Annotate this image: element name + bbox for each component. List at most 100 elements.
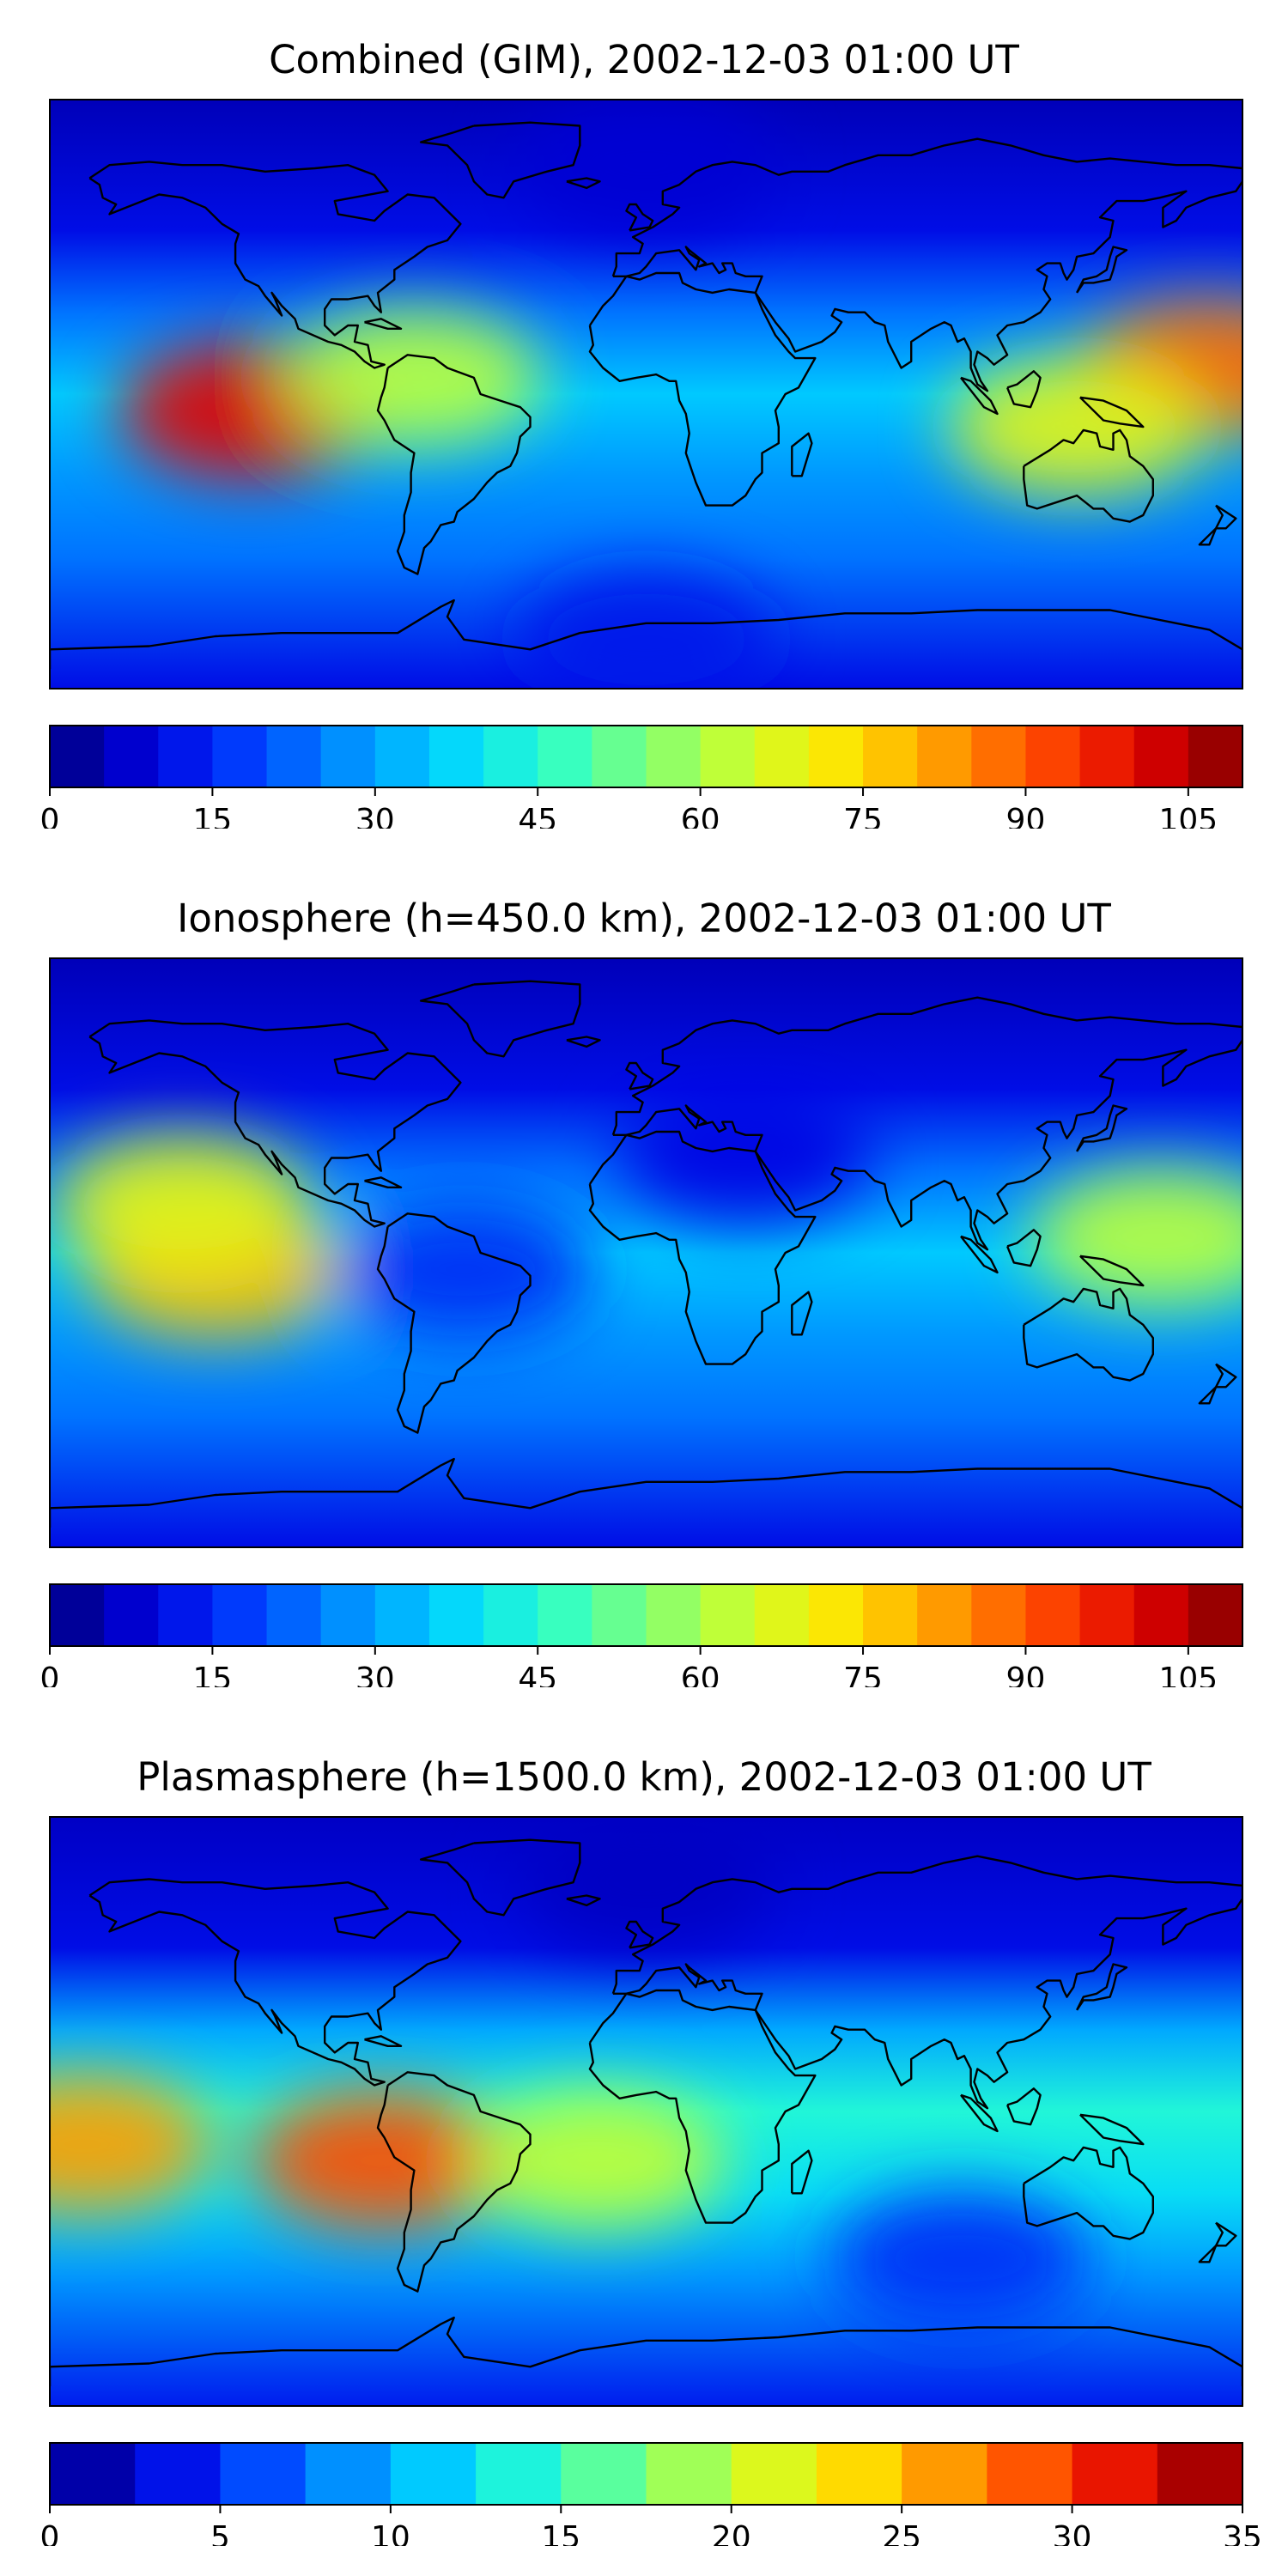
- colorbar-tick-label: 20: [712, 2520, 751, 2546]
- coastline-north-america: [88, 1878, 462, 2087]
- colorbar-level-21: [1133, 1584, 1189, 1646]
- coastline-japan: [1076, 1963, 1128, 2011]
- field-feature-2: [53, 1134, 312, 1273]
- colorbar-tick-label: 45: [518, 1662, 557, 1687]
- colorbar-level-12: [646, 726, 702, 787]
- coastline-antarctica: [50, 1457, 1242, 1528]
- colorbar-tick-label: 30: [355, 803, 395, 829]
- coastline-sumatra: [960, 1235, 999, 1274]
- colorbar-level-14: [1157, 2443, 1243, 2505]
- coastline-japan: [1076, 246, 1128, 294]
- colorbar-tick-label: 15: [193, 1662, 233, 1687]
- colorbar-level-20: [1079, 726, 1135, 787]
- coastline-madagascar: [791, 1291, 813, 1336]
- field-feature-3: [1030, 1167, 1242, 1305]
- coastline-madagascar: [791, 432, 813, 477]
- colorbar-tick-label: 30: [355, 1662, 395, 1687]
- panel-2-title: Ionosphere (h=450.0 km), 2002-12-03 01:0…: [177, 896, 1111, 941]
- coastline-new-guinea: [1079, 2113, 1145, 2146]
- colorbar-level-18: [971, 1584, 1027, 1646]
- coastline-cuba: [364, 1176, 403, 1188]
- map-frame: [49, 99, 1243, 690]
- colorbar-level-10: [538, 1584, 592, 1646]
- colorbar-level-17: [917, 726, 972, 787]
- coastline-africa: [588, 271, 817, 507]
- colorbar-level-15: [808, 1584, 864, 1646]
- panel-2-map: [49, 957, 1243, 1548]
- colorbar-level-4: [212, 726, 268, 787]
- colorbar-level-11: [592, 1584, 647, 1646]
- colorbar-level-8: [428, 726, 484, 787]
- coastline-borneo: [1005, 2087, 1042, 2126]
- coastline-greenland: [419, 121, 581, 199]
- colorbar-tick-label: 15: [541, 2520, 580, 2546]
- colorbar-level-2: [104, 726, 159, 787]
- colorbar-level-7: [374, 726, 430, 787]
- colorbar-tick-label: 0: [40, 2520, 60, 2546]
- colorbar-level-18: [971, 726, 1027, 787]
- colorbar-level-9: [483, 1584, 538, 1646]
- coastline-madagascar: [791, 2149, 813, 2195]
- coastline-africa: [588, 1989, 817, 2224]
- coastline-north-america: [88, 161, 462, 369]
- coastline-north-america: [88, 1019, 462, 1228]
- colorbar-level-3: [220, 2443, 307, 2505]
- colorbar-level-11: [902, 2443, 987, 2505]
- colorbar-level-14: [754, 726, 810, 787]
- coastline-greenland: [419, 980, 581, 1058]
- colorbar-level-3: [158, 726, 214, 787]
- coastline-south-america: [376, 354, 532, 575]
- colorbar-level-4: [305, 2443, 392, 2505]
- colorbar-tick-label: 0: [40, 803, 60, 829]
- colorbar-level-6: [476, 2443, 562, 2505]
- panel-1-map: [49, 99, 1243, 690]
- colorbar-level-1: [50, 2443, 136, 2505]
- map-frame: [49, 957, 1243, 1548]
- coastline-greenland: [419, 1838, 581, 1917]
- colorbar-frame: [49, 2442, 1243, 2506]
- colorbar-level-20: [1079, 1584, 1135, 1646]
- colorbar-tick-label: 75: [843, 803, 883, 829]
- colorbar-tick-label: 25: [882, 2520, 921, 2546]
- coastline-iceland: [566, 177, 601, 190]
- colorbar-level-13: [700, 726, 756, 787]
- field-feature-1: [252, 2092, 510, 2230]
- field-feature-2: [50, 2075, 212, 2214]
- colorbar-level-5: [266, 726, 322, 787]
- colorbar-tick-label: 10: [371, 2520, 410, 2546]
- field-feature-4: [517, 1817, 775, 1952]
- colorbar-level-8: [428, 1584, 484, 1646]
- colorbar-level-2: [104, 1584, 159, 1646]
- coastline-uk: [625, 203, 654, 232]
- colorbar-level-15: [808, 726, 864, 787]
- colorbar-level-22: [1188, 726, 1243, 787]
- colorbar-frame: [49, 725, 1243, 788]
- colorbar-level-5: [390, 2443, 477, 2505]
- colorbar-level-12: [646, 1584, 702, 1646]
- coastline-borneo: [1005, 370, 1042, 409]
- coastline-borneo: [1005, 1229, 1042, 1267]
- colorbar-level-10: [816, 2443, 902, 2505]
- coastline-australia: [1023, 2146, 1155, 2240]
- colorbar-level-13: [1072, 2443, 1158, 2505]
- colorbar-level-11: [592, 726, 647, 787]
- field-feature-3: [467, 2092, 726, 2230]
- colorbar-level-16: [863, 726, 918, 787]
- coastline-japan: [1076, 1104, 1128, 1152]
- colorbar-level-17: [917, 1584, 972, 1646]
- colorbar-tick-label: 15: [193, 803, 233, 829]
- colorbar-level-12: [987, 2443, 1073, 2505]
- colorbar-level-7: [561, 2443, 647, 2505]
- colorbar-level-1: [50, 1584, 105, 1646]
- coastline-africa: [588, 1130, 817, 1365]
- coastline-eurasia: [611, 137, 1242, 392]
- coastline-new-guinea: [1079, 396, 1145, 428]
- coastline-cuba: [364, 318, 403, 330]
- map-frame: [49, 1816, 1243, 2407]
- colorbar-tick-label: 75: [843, 1662, 883, 1687]
- coastline-uk: [625, 1061, 654, 1091]
- colorbar-level-3: [158, 1584, 214, 1646]
- colorbar-level-9: [483, 726, 538, 787]
- colorbar-tick-label: 5: [210, 2520, 230, 2546]
- coastline-iceland: [566, 1894, 601, 1907]
